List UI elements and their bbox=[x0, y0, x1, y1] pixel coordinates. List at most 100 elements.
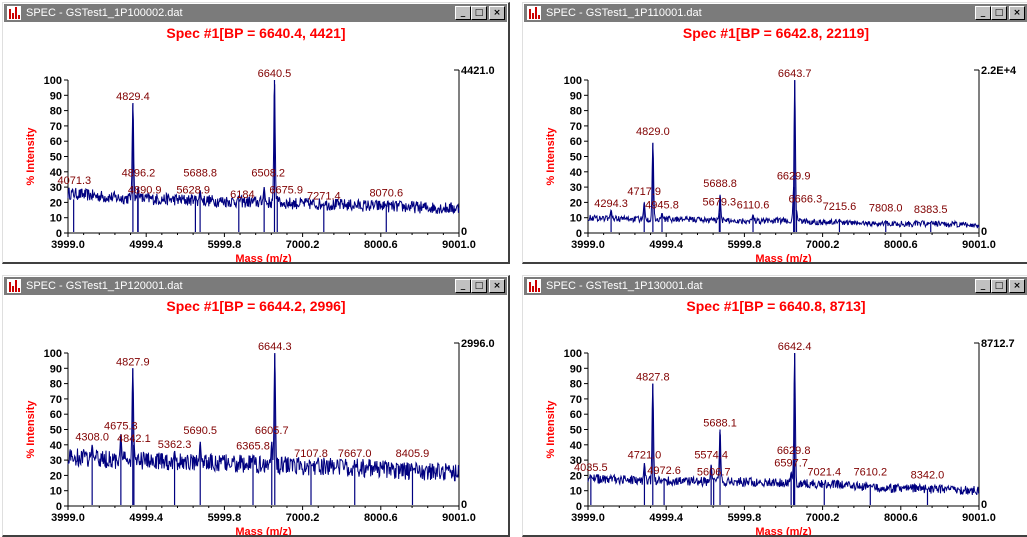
spectrum-plot[interactable]: Spec #1[BP = 6644.2, 2996] 0 10 20 30 40 50 60 7… bbox=[4, 295, 508, 535]
window-controls: _ □ × bbox=[455, 6, 505, 20]
peak-label: 5628.9 bbox=[176, 184, 210, 196]
y-tick-label: 70 bbox=[570, 394, 582, 406]
maximize-button[interactable]: □ bbox=[471, 6, 487, 20]
y-tick-label: 90 bbox=[50, 90, 62, 102]
zero-intensity-label: 0 bbox=[461, 499, 467, 511]
y-tick-label: 40 bbox=[50, 167, 62, 179]
window-titlebar[interactable]: SPEC - GSTest1_1P110001.dat _ □ × bbox=[524, 4, 1027, 22]
y-tick-label: 70 bbox=[570, 121, 582, 133]
peak-label: 6643.7 bbox=[778, 68, 812, 80]
y-tick-label: 0 bbox=[56, 501, 62, 513]
spectrum-plot[interactable]: Spec #1[BP = 6642.8, 22119] 0 10 20 30 40 50 60… bbox=[524, 22, 1027, 262]
window-title: SPEC - GSTest1_1P100002.dat bbox=[26, 7, 183, 19]
peak-label: 5606.7 bbox=[697, 466, 731, 478]
max-intensity-label: 2996.0 bbox=[461, 338, 495, 350]
zero-intensity-label: 0 bbox=[981, 499, 987, 511]
spectrum-app-icon bbox=[7, 6, 21, 20]
window-title: SPEC - GSTest1_1P120001.dat bbox=[26, 280, 183, 292]
close-button[interactable]: × bbox=[489, 279, 505, 293]
peak-label: 6644.3 bbox=[258, 341, 292, 353]
maximize-button[interactable]: □ bbox=[991, 6, 1007, 20]
peak-label: 5690.5 bbox=[183, 425, 217, 437]
peak-label: 7021.4 bbox=[807, 466, 841, 478]
window-titlebar[interactable]: SPEC - GSTest1_1P120001.dat _ □ × bbox=[4, 277, 507, 295]
x-tick-label: 8000.6 bbox=[364, 239, 398, 251]
peak-label: 4721.0 bbox=[628, 450, 662, 462]
spectrum-title: Spec #1[BP = 6642.8, 22119] bbox=[683, 25, 869, 41]
y-tick-label: 100 bbox=[564, 348, 582, 360]
peak-label: 7107.8 bbox=[294, 448, 328, 460]
spectrum-window[interactable]: SPEC - GSTest1_1P100002.dat _ □ × Spec #1[BP… bbox=[2, 2, 510, 264]
y-tick-label: 40 bbox=[570, 440, 582, 452]
x-tick-label: 9001.0 bbox=[962, 239, 996, 251]
y-tick-label: 0 bbox=[56, 228, 62, 240]
spectrum-trace bbox=[67, 354, 460, 482]
minimize-button[interactable]: _ bbox=[975, 279, 991, 293]
close-button[interactable]: × bbox=[1009, 6, 1025, 20]
peak-label: 6365.8 bbox=[236, 440, 270, 452]
close-button[interactable]: × bbox=[489, 6, 505, 20]
minimize-button[interactable]: _ bbox=[975, 6, 991, 20]
peak-label: 6597.7 bbox=[774, 457, 808, 469]
y-tick-label: 20 bbox=[570, 470, 582, 482]
peak-label: 8383.5 bbox=[914, 204, 948, 216]
y-tick-label: 30 bbox=[50, 455, 62, 467]
y-tick-label: 50 bbox=[50, 425, 62, 437]
close-button[interactable]: × bbox=[1009, 279, 1025, 293]
maximize-button[interactable]: □ bbox=[991, 279, 1007, 293]
peak-label: 6629.8 bbox=[777, 445, 811, 457]
y-tick-label: 0 bbox=[576, 501, 582, 513]
window-titlebar[interactable]: SPEC - GSTest1_1P130001.dat _ □ × bbox=[524, 277, 1027, 295]
spectrum-window[interactable]: SPEC - GSTest1_1P130001.dat _ □ × Spec #1[BP… bbox=[522, 275, 1027, 537]
x-tick-label: 7000.2 bbox=[286, 239, 320, 251]
peak-label: 6508.2 bbox=[251, 167, 285, 179]
y-tick-label: 60 bbox=[570, 136, 582, 148]
y-tick-label: 100 bbox=[564, 75, 582, 87]
window-titlebar[interactable]: SPEC - GSTest1_1P100002.dat _ □ × bbox=[4, 4, 507, 22]
peak-label: 5688.8 bbox=[183, 167, 217, 179]
x-tick-label: 3999.0 bbox=[571, 239, 605, 251]
spectrum-window[interactable]: SPEC - GSTest1_1P110001.dat _ □ × Spec #1[BP… bbox=[522, 2, 1027, 264]
x-axis-title: Mass (m/z) bbox=[755, 253, 812, 262]
max-intensity-label: 8712.7 bbox=[981, 338, 1015, 350]
y-tick-label: 80 bbox=[50, 379, 62, 391]
peak-label: 8070.6 bbox=[369, 187, 403, 199]
peak-label: 6675.9 bbox=[269, 184, 303, 196]
x-tick-label: 9001.0 bbox=[442, 239, 476, 251]
y-tick-label: 60 bbox=[570, 409, 582, 421]
peak-label: 4827.9 bbox=[116, 356, 150, 368]
peak-label: 4945.8 bbox=[645, 200, 679, 212]
y-tick-label: 80 bbox=[570, 379, 582, 391]
y-axis-title: % Intensity bbox=[25, 400, 37, 459]
zero-intensity-label: 0 bbox=[461, 226, 467, 238]
spectrum-title: Spec #1[BP = 6640.4, 4421] bbox=[166, 25, 345, 41]
peak-label: 6184 bbox=[230, 189, 254, 201]
peak-label: 4035.5 bbox=[574, 462, 608, 474]
peak-label: 4717.9 bbox=[627, 186, 661, 198]
peak-label: 4827.8 bbox=[636, 372, 670, 384]
window-title: SPEC - GSTest1_1P130001.dat bbox=[546, 280, 703, 292]
peak-label: 4071.3 bbox=[58, 175, 92, 187]
x-tick-label: 5999.8 bbox=[208, 512, 242, 524]
x-tick-label: 5999.8 bbox=[728, 512, 762, 524]
peak-label: 5688.8 bbox=[703, 178, 737, 190]
y-tick-label: 50 bbox=[570, 152, 582, 164]
minimize-button[interactable]: _ bbox=[455, 6, 471, 20]
window-controls: _ □ × bbox=[975, 6, 1025, 20]
x-tick-label: 8000.6 bbox=[884, 512, 918, 524]
y-tick-label: 90 bbox=[50, 363, 62, 375]
y-tick-label: 0 bbox=[576, 228, 582, 240]
x-tick-label: 8000.6 bbox=[364, 512, 398, 524]
peak-label: 6666.3 bbox=[789, 193, 823, 205]
y-tick-label: 20 bbox=[50, 197, 62, 209]
maximize-button[interactable]: □ bbox=[471, 279, 487, 293]
spectrum-plot[interactable]: Spec #1[BP = 6640.4, 4421] 0 10 20 30 40 50 60 7… bbox=[4, 22, 508, 262]
spectrum-window[interactable]: SPEC - GSTest1_1P120001.dat _ □ × Spec #1[BP… bbox=[2, 275, 510, 537]
max-intensity-label: 4421.0 bbox=[461, 65, 495, 77]
x-tick-label: 9001.0 bbox=[962, 512, 996, 524]
y-tick-label: 20 bbox=[570, 197, 582, 209]
spectrum-app-icon bbox=[527, 6, 541, 20]
minimize-button[interactable]: _ bbox=[455, 279, 471, 293]
x-tick-label: 7000.2 bbox=[806, 239, 840, 251]
spectrum-plot[interactable]: Spec #1[BP = 6640.8, 8713] 0 10 20 30 40 50 60 7… bbox=[524, 295, 1027, 535]
